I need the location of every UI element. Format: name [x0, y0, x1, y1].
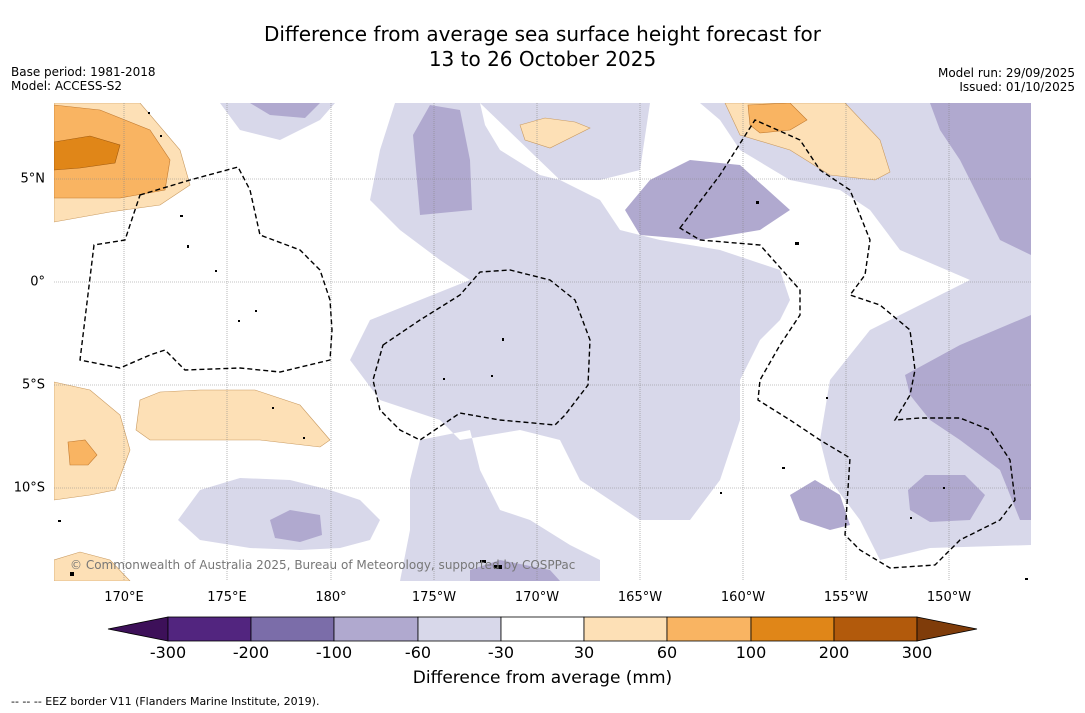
- run-info: Model run: 29/09/2025 Issued: 01/10/2025: [938, 66, 1075, 94]
- x-tick-170e: 170°E: [104, 590, 144, 605]
- base-period: Base period: 1981-2018: [11, 65, 156, 79]
- x-tick-180: 180°: [315, 590, 347, 605]
- map-title: Difference from average sea surface heig…: [0, 22, 1085, 72]
- base-info: Base period: 1981-2018 Model: ACCESS-S2: [11, 65, 156, 93]
- islands: [58, 112, 1028, 580]
- y-tick-5n: 5°N: [20, 171, 46, 187]
- anomaly-region-darkorange: [54, 135, 121, 171]
- x-tick-170w: 170°W: [514, 590, 560, 605]
- model-name: Model: ACCESS-S2: [11, 79, 123, 93]
- colorbar-bin-7: [666, 616, 752, 642]
- colorbar-bin-8: [750, 616, 835, 642]
- title-line-1: Difference from average sea surface heig…: [263, 22, 822, 46]
- colorbar-tick: -200: [232, 643, 270, 662]
- colorbar-bin-4: [417, 616, 502, 642]
- eez-borders: [79, 119, 1016, 569]
- colorbar-bin-3: [333, 616, 419, 642]
- grid-lines: [54, 103, 1031, 581]
- issued-date: Issued: 01/10/2025: [959, 80, 1075, 94]
- title-line-2: 13 to 26 October 2025: [428, 47, 657, 71]
- y-tick-0: 0°: [30, 274, 45, 290]
- colorbar-bin-9: [833, 616, 918, 642]
- x-tick-175e: 175°E: [207, 590, 247, 605]
- colorbar-tick: 200: [818, 643, 850, 662]
- colorbar-tick: 30: [573, 643, 595, 662]
- copyright-notice: © Commonwealth of Australia 2025, Bureau…: [70, 558, 576, 572]
- colorbar-tick: 300: [901, 643, 933, 662]
- colorbar-tick: -300: [149, 643, 187, 662]
- y-tick-10s: 10°S: [13, 480, 45, 496]
- colorbar-bin-6: [583, 616, 668, 642]
- eez-legend-footnote: -- -- -- EEZ border V11 (Flanders Marine…: [11, 695, 320, 708]
- colorbar-tick: 100: [735, 643, 767, 662]
- model-run: Model run: 29/09/2025: [937, 66, 1075, 80]
- colorbar-bin-5: [500, 616, 585, 642]
- x-tick-150w: 150°W: [926, 590, 972, 605]
- colorbar-bin-1: [167, 616, 252, 642]
- x-tick-175w: 175°W: [411, 590, 457, 605]
- colorbar-title: Difference from average (mm): [412, 668, 673, 688]
- x-tick-155w: 155°W: [823, 590, 869, 605]
- colorbar-tick: -100: [315, 643, 353, 662]
- colorbar-tick: -60: [404, 643, 432, 662]
- y-tick-5s: 5°S: [21, 377, 45, 393]
- anomaly-region-purple: [250, 103, 1031, 581]
- colorbar-tick: -30: [487, 643, 515, 662]
- anomaly-region-orange: [54, 103, 808, 466]
- colorbar-extend-low: [107, 616, 169, 642]
- anomaly-region-lightpurple: [178, 103, 1031, 581]
- colorbar-bin-2: [250, 616, 335, 642]
- colorbar-extend-high: [916, 616, 978, 642]
- colorbar-tick: 60: [656, 643, 678, 662]
- x-tick-160w: 160°W: [720, 590, 766, 605]
- x-tick-165w: 165°W: [617, 590, 663, 605]
